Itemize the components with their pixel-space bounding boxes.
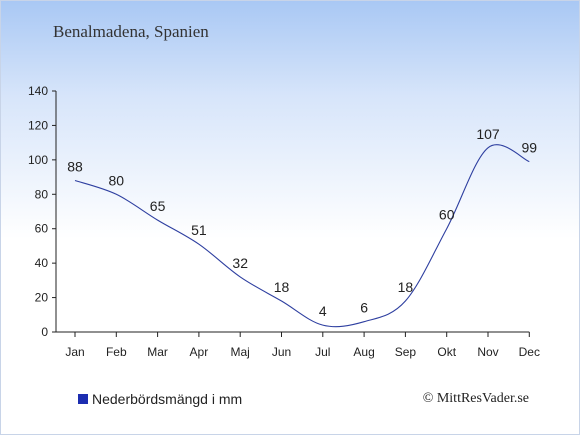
y-tick-label: 0 <box>41 325 48 339</box>
x-tick-label: Nov <box>477 345 498 359</box>
data-labels: 88 80 65 51 32 18 4 6 18 60 107 99 <box>67 126 537 319</box>
data-label: 18 <box>398 279 414 295</box>
x-tick-label: Dec <box>519 345 540 359</box>
y-tick-label: 100 <box>28 153 48 167</box>
x-tick-label: Sep <box>395 345 417 359</box>
legend-label: Nederbördsmängd i mm <box>92 391 243 407</box>
data-label: 6 <box>360 300 368 316</box>
chart-title: Benalmadena, Spanien <box>53 22 209 41</box>
series-line <box>74 144 530 328</box>
data-label: 88 <box>67 159 83 175</box>
x-tick-label: Jan <box>65 345 84 359</box>
data-label: 107 <box>476 126 500 142</box>
y-tick-label: 20 <box>35 291 49 305</box>
y-tick-label: 60 <box>35 222 49 236</box>
y-tick-label: 120 <box>28 118 48 132</box>
data-label: 32 <box>232 255 248 271</box>
x-tick-label: Jul <box>315 345 330 359</box>
x-tick-label: Mar <box>147 345 168 359</box>
data-label: 18 <box>274 279 290 295</box>
x-tick-label: Okt <box>437 345 456 359</box>
x-tick-label: Apr <box>190 345 209 359</box>
axes: 0 20 40 60 80 100 120 140 Jan Feb Mar Apr Maj Jun Jul A… <box>28 84 540 359</box>
data-label: 80 <box>109 172 125 188</box>
legend-swatch <box>78 394 88 404</box>
data-label: 4 <box>319 303 327 319</box>
credit-text: © MittResVader.se <box>422 391 529 406</box>
y-tick-label: 140 <box>28 84 48 98</box>
legend: Nederbördsmängd i mm <box>78 391 242 407</box>
x-tick-label: Aug <box>353 345 374 359</box>
data-label: 60 <box>439 207 455 223</box>
y-tick-label: 40 <box>35 256 49 270</box>
x-tick-label: Maj <box>231 345 250 359</box>
data-label: 65 <box>150 198 166 214</box>
data-label: 99 <box>522 140 538 156</box>
x-tick-label: Feb <box>106 345 127 359</box>
data-label: 51 <box>191 222 207 238</box>
x-tick-label: Jun <box>272 345 291 359</box>
y-tick-label: 80 <box>35 187 49 201</box>
